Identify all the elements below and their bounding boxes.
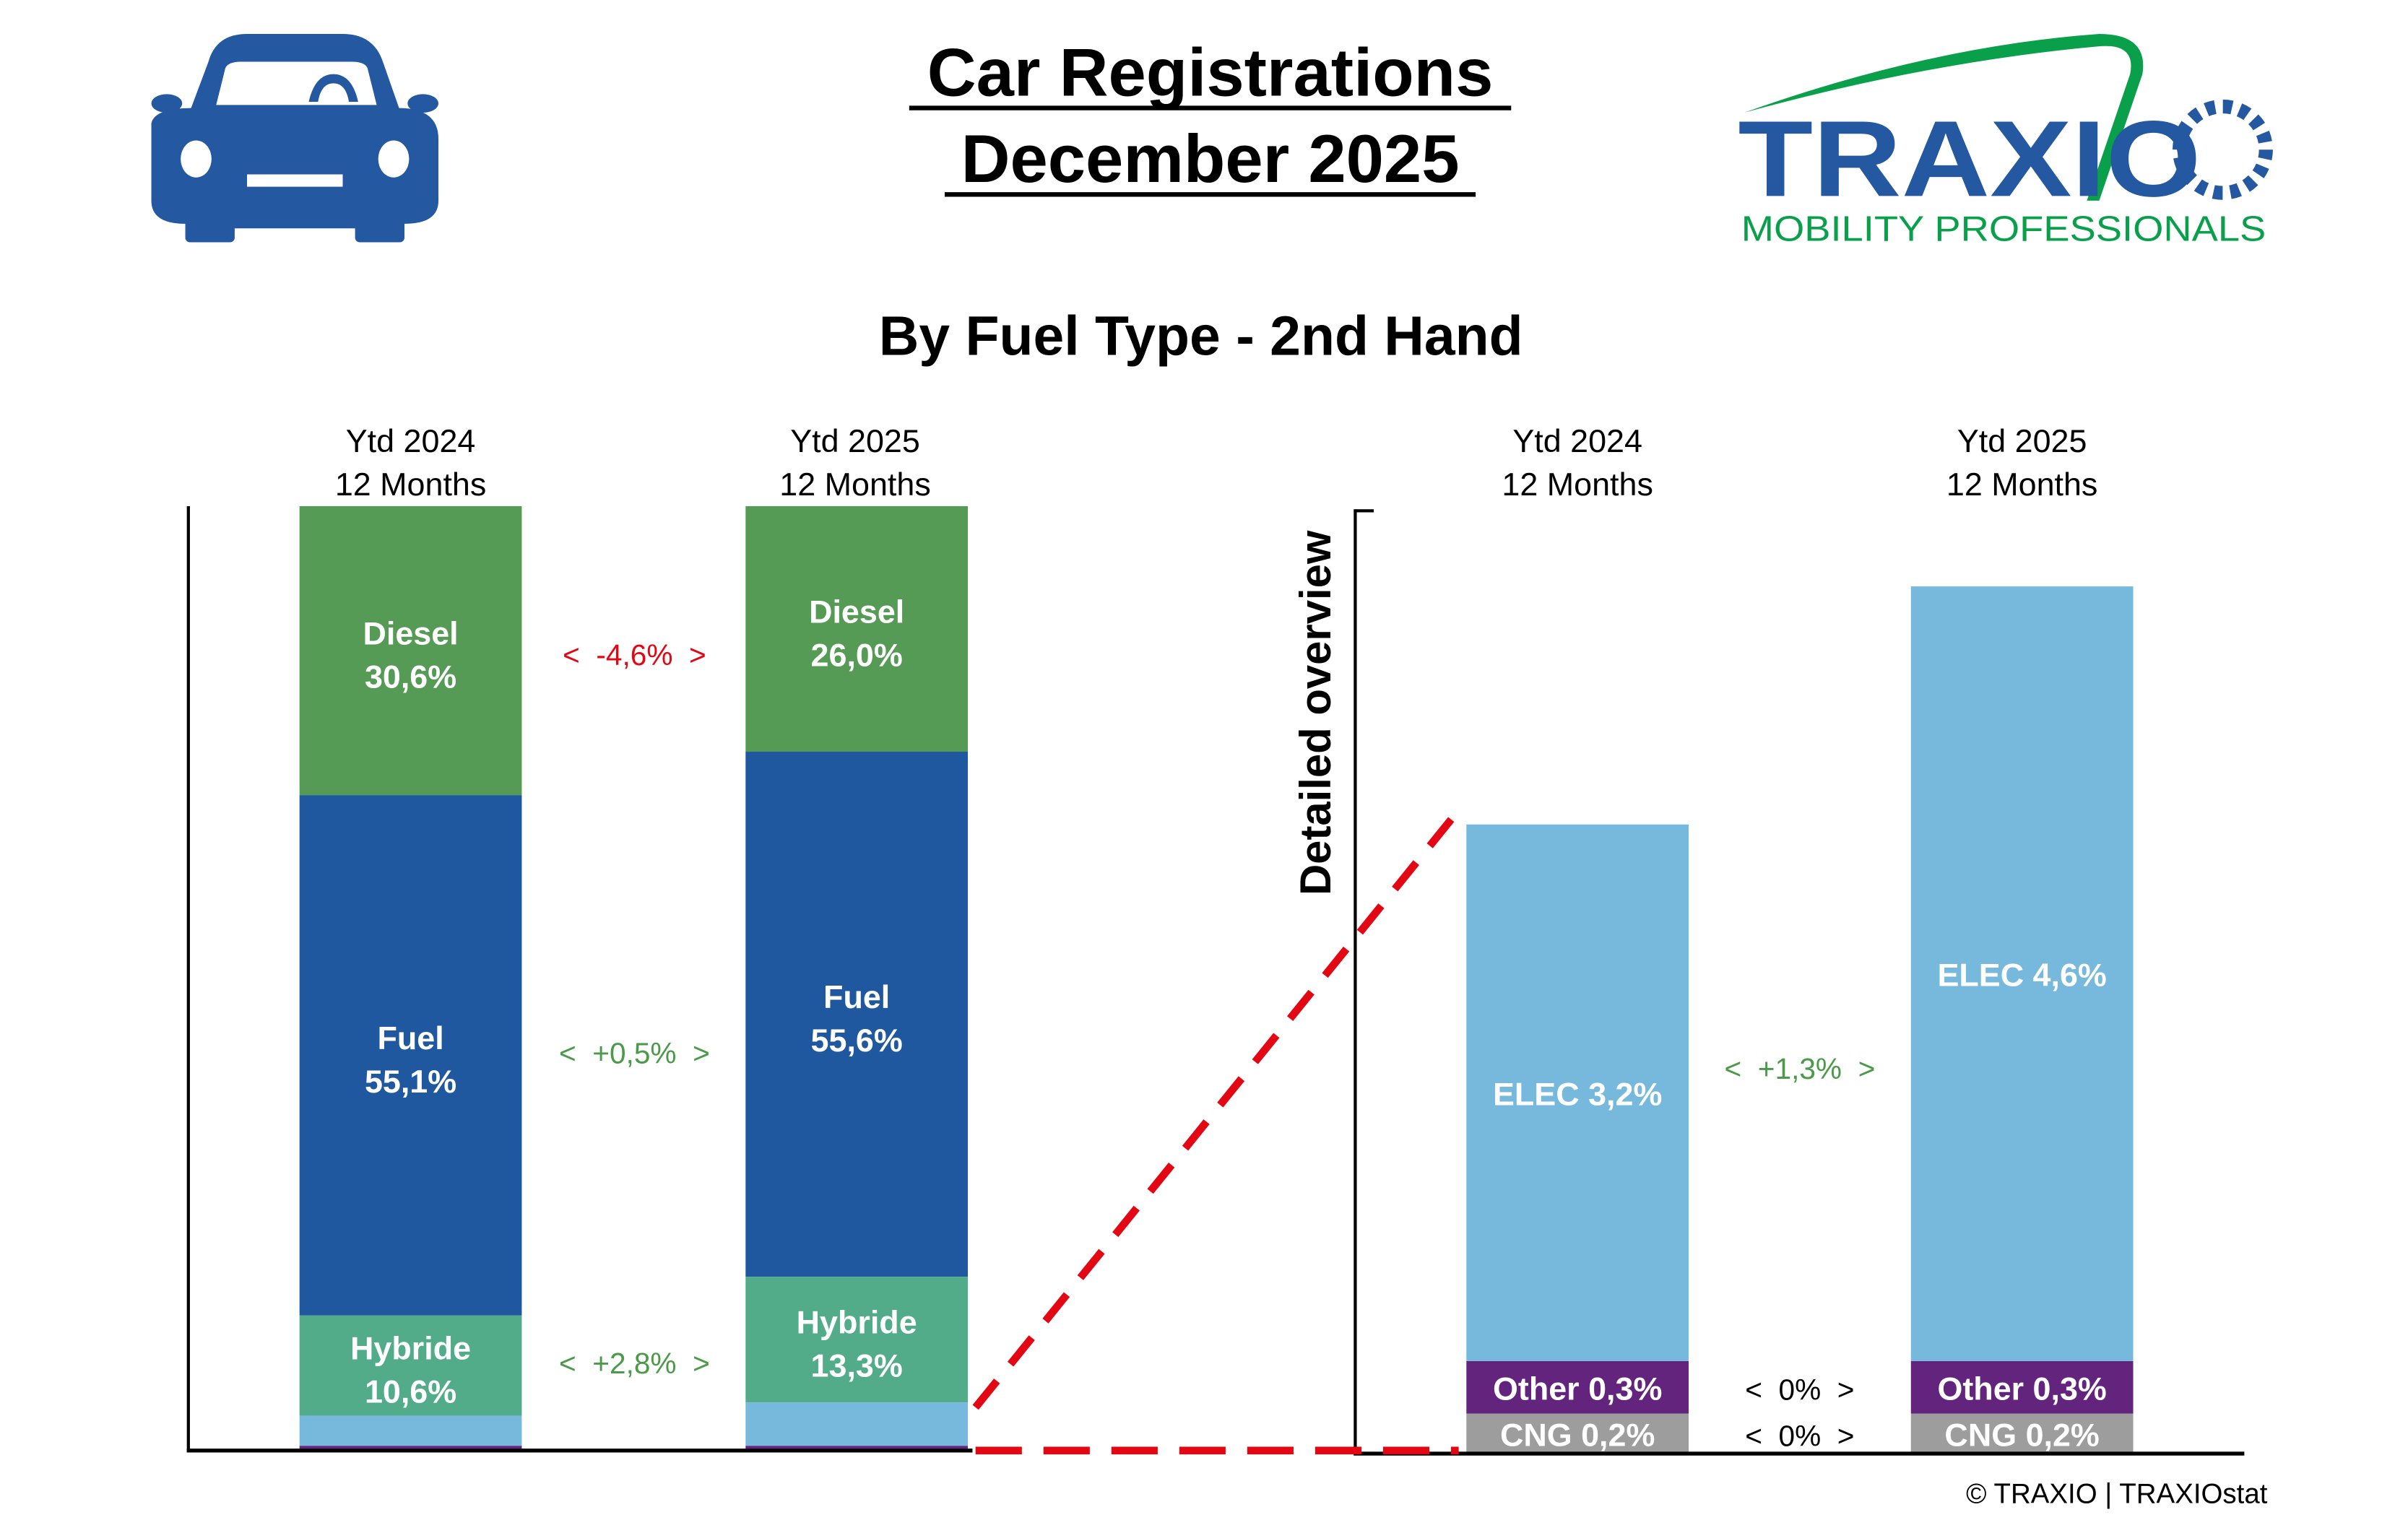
bar-segment-hybride	[745, 1277, 969, 1403]
logo-text: TRAXIO	[1738, 98, 2201, 219]
segment-value: 26,0%	[811, 636, 903, 673]
detail-segment-label: CNG 0,2%	[1500, 1416, 1655, 1453]
bar-segment-other	[745, 1446, 969, 1449]
detail-bar-segment-other	[1466, 1360, 1689, 1414]
segment-label: Diesel	[809, 593, 904, 630]
category-headers: Ytd 2024 12 Months Ytd 2025 12 Months Yt…	[335, 422, 2098, 503]
bar-segment-other	[299, 1446, 522, 1449]
category-label: Ytd 2024	[1512, 422, 1642, 459]
detail-segment-label: ELEC 4,6%	[1937, 957, 2106, 994]
category-label: 12 Months	[335, 466, 486, 503]
segment-value: 55,6%	[811, 1022, 903, 1059]
detail-bar-segment-elec	[1466, 824, 1689, 1361]
car-icon	[151, 34, 439, 243]
bar-segment-fuel	[299, 795, 522, 1316]
detail-segment-label: Other 0,3%	[1937, 1370, 2106, 1407]
segment-value: 30,6%	[365, 658, 456, 695]
category-label: Ytd 2025	[790, 422, 920, 459]
detail-segment-label: CNG 0,2%	[1944, 1416, 2099, 1453]
bar-segment-hybride	[299, 1315, 522, 1416]
segment-label: Hybride	[797, 1304, 917, 1341]
zoom-connector-top	[972, 807, 1462, 1410]
title-line1: Car Registrations	[927, 34, 1494, 110]
segment-label: Diesel	[363, 615, 458, 652]
detailed-overview-label: Detailed overview	[1291, 530, 1340, 895]
detail-change-label-cng: < 0% >	[1745, 1419, 1854, 1452]
category-label: 12 Months	[779, 466, 930, 503]
category-label: 12 Months	[1946, 466, 2097, 503]
category-label: 12 Months	[1502, 466, 1653, 503]
title-line2: December 2025	[961, 121, 1460, 196]
chart-subtitle: By Fuel Type - 2nd Hand	[879, 305, 1523, 368]
detail-change-label-other: < 0% >	[1745, 1373, 1854, 1406]
segment-value: 55,1%	[365, 1063, 456, 1100]
change-label-hybride: < +2,8% >	[559, 1347, 710, 1380]
detail-bar-segment-elec	[1910, 586, 2134, 1361]
detail-change-label-elec: < +1,3% >	[1725, 1052, 1876, 1085]
segment-value: 13,3%	[811, 1347, 903, 1384]
detail-bar-segment-cng	[1910, 1413, 2134, 1454]
change-label-diesel: < -4,6% >	[563, 638, 706, 672]
bars: Diesel 30,6% Fuel 55,1% Hybride 10,6% Diesel 26…	[299, 505, 2134, 1454]
segment-label: Fuel	[823, 978, 890, 1015]
bar-segment-diesel	[745, 505, 969, 752]
segment-label: Hybride	[350, 1330, 471, 1367]
segment-label: Fuel	[377, 1020, 443, 1056]
footer-copyright: © TRAXIO | TRAXIOstat	[1966, 1478, 2268, 1509]
change-label-fuel: < +0,5% >	[559, 1036, 710, 1069]
detail-segment-label: Other 0,3%	[1493, 1370, 1662, 1407]
detail-bar-segment-cng	[1466, 1413, 1689, 1454]
logo-tagline: MOBILITY PROFESSIONALS	[1741, 209, 2266, 248]
detail-segment-label: ELEC 3,2%	[1493, 1075, 1662, 1112]
bar-segment-elec	[745, 1402, 969, 1446]
bar-segment-elec	[299, 1415, 522, 1446]
detail-bar-segment-other	[1910, 1360, 2134, 1414]
traxio-logo: TRAXIO MOBILITY PROFESSIONALS	[1738, 34, 2273, 248]
bar-segment-diesel	[299, 505, 522, 796]
category-label: Ytd 2024	[346, 422, 476, 459]
category-label: Ytd 2025	[1957, 422, 2087, 459]
segment-value: 10,6%	[365, 1373, 456, 1410]
bar-segment-fuel	[745, 752, 969, 1277]
